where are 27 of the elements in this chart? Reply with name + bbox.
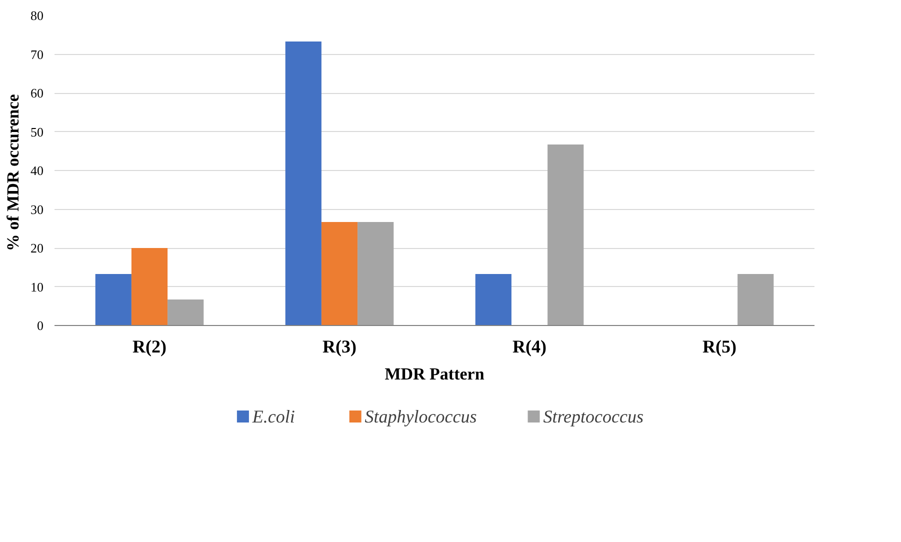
- y-tick-label: 70: [30, 46, 44, 62]
- bar: [358, 222, 394, 326]
- bar: [321, 222, 358, 326]
- y-tick-label: 20: [30, 240, 44, 256]
- bar: [475, 274, 512, 326]
- y-tick-label: 60: [30, 86, 44, 100]
- bar: [95, 274, 132, 326]
- legend-label: E.coli: [251, 406, 295, 426]
- y-tick-label: 50: [30, 124, 44, 140]
- bar: [285, 41, 322, 326]
- y-tick-label: 10: [30, 279, 44, 294]
- y-tick-label: 0: [37, 318, 44, 333]
- y-tick-label: 30: [30, 202, 44, 217]
- x-tick-label: R(3): [322, 336, 357, 356]
- bar: [131, 248, 168, 326]
- bar: [738, 274, 774, 326]
- y-tick-label: 80: [30, 8, 44, 23]
- legend-label: Staphylococcus: [364, 406, 477, 426]
- x-tick-label: R(5): [702, 336, 737, 356]
- x-tick-label: R(2): [132, 336, 167, 356]
- bar: [548, 144, 584, 326]
- x-axis-title: MDR Pattern: [384, 364, 485, 384]
- legend-label: Streptococcus: [543, 406, 644, 426]
- y-tick-label: 40: [30, 163, 44, 178]
- y-axis-title: % of MDR occurence: [4, 94, 22, 252]
- x-tick-label: R(4): [512, 336, 547, 356]
- bar: [168, 300, 204, 326]
